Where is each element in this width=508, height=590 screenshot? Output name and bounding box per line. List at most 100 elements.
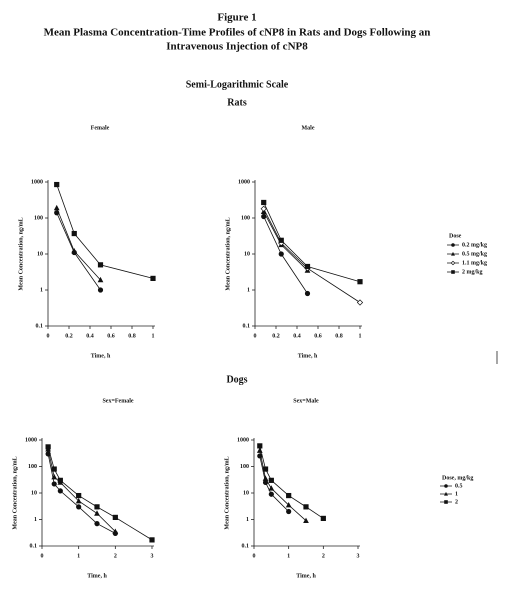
y-tick-label: 1: [246, 517, 249, 523]
marker: [97, 262, 104, 268]
y-tick-label: 1000: [31, 179, 43, 185]
marker: [303, 504, 309, 510]
x-tick-label: 0.2: [272, 333, 280, 339]
figure-title: Intravenous Injection of cNP8: [166, 41, 308, 53]
y-tick-label: 10: [37, 251, 43, 257]
axis: [47, 180, 155, 327]
x-tick-label: 2: [322, 553, 325, 559]
y-tick-label: 1: [247, 287, 250, 293]
marker: [149, 537, 155, 543]
y-axis-label: Mean Concentration, ng/mL: [225, 217, 231, 290]
marker: [75, 497, 82, 504]
axis: [254, 180, 362, 327]
marker: [268, 485, 275, 491]
marker: [150, 275, 156, 282]
marker: [94, 521, 100, 527]
series-line: [263, 208, 361, 303]
marker: [112, 528, 119, 534]
marker: [57, 477, 63, 483]
marker: [451, 251, 455, 256]
marker: [57, 488, 63, 494]
series-line: [263, 202, 361, 283]
legend-title: Dose: [449, 233, 462, 239]
series-line: [259, 445, 324, 519]
y-tick-label: 10: [31, 490, 37, 496]
y-tick-label: 100: [241, 215, 250, 221]
marker: [304, 290, 311, 297]
series-line: [47, 449, 116, 532]
marker: [76, 504, 82, 510]
marker: [286, 492, 292, 499]
legend-label: 0.2 mg/kg: [462, 242, 487, 248]
marker: [444, 500, 448, 504]
x-tick-label: 0.6: [107, 333, 115, 339]
y-tick-label: 0.1: [36, 323, 44, 329]
y-tick-label: 100: [28, 464, 37, 470]
legend-title: Dose, mg/kg: [442, 475, 473, 481]
y-tick-label: 10: [244, 251, 250, 257]
marker: [278, 237, 284, 243]
marker: [450, 260, 456, 266]
marker: [97, 276, 104, 283]
legend-label: 0.5: [455, 483, 463, 489]
marker: [444, 491, 448, 496]
x-tick-label: 0: [253, 553, 256, 559]
marker: [257, 443, 263, 449]
marker: [51, 481, 57, 487]
legend-label: 2: [455, 499, 458, 505]
section-heading: Rats: [227, 97, 247, 108]
marker: [444, 484, 448, 488]
marker: [262, 466, 269, 472]
series-line: [263, 216, 308, 294]
x-tick-label: 3: [357, 553, 360, 559]
legend-label: 1: [455, 491, 458, 497]
y-tick-label: 1000: [238, 179, 250, 185]
x-axis-label: Time, h: [296, 573, 316, 579]
y-tick-label: 1000: [237, 437, 249, 443]
marker: [286, 508, 292, 515]
legend-label: 1.1 mg/kg: [462, 260, 487, 266]
y-tick-label: 1: [40, 287, 43, 293]
x-tick-label: 0.8: [128, 333, 136, 339]
x-tick-label: 1: [359, 333, 362, 339]
marker: [320, 515, 326, 522]
legend-label: 0.5 mg/kg: [462, 251, 487, 257]
x-tick-label: 3: [151, 553, 154, 559]
y-tick-label: 0.1: [243, 323, 251, 329]
marker: [451, 270, 455, 274]
series-line: [56, 207, 101, 281]
marker: [261, 213, 267, 220]
series-line: [259, 455, 289, 512]
series-line: [56, 184, 154, 279]
y-tick-label: 1000: [25, 437, 37, 443]
marker: [97, 287, 104, 293]
marker: [285, 501, 292, 508]
x-tick-label: 1: [152, 333, 155, 339]
y-tick-label: 1: [34, 517, 37, 523]
legend-label: 2 mg/kg: [462, 269, 483, 275]
marker: [51, 473, 58, 480]
x-tick-label: 0.8: [335, 333, 343, 339]
marker: [278, 251, 284, 257]
marker: [51, 466, 57, 472]
marker: [94, 504, 100, 510]
x-tick-label: 0: [47, 333, 50, 339]
marker: [357, 279, 363, 285]
marker: [451, 243, 455, 247]
y-tick-label: 0.1: [242, 543, 250, 549]
x-tick-label: 1: [287, 553, 290, 559]
marker: [112, 514, 118, 521]
marker: [260, 205, 267, 212]
x-axis-label: Time, h: [298, 353, 318, 359]
chart-title: Sex=Male: [293, 398, 319, 404]
marker: [54, 181, 60, 188]
marker: [76, 492, 82, 499]
figure-title: Mean Plasma Concentration-Time Profiles …: [44, 27, 431, 39]
marker: [53, 204, 60, 211]
section-heading: Dogs: [226, 374, 247, 385]
marker: [71, 248, 78, 254]
x-tick-label: 1: [77, 553, 80, 559]
chart-title: Sex=Female: [102, 398, 133, 404]
marker: [261, 199, 267, 206]
